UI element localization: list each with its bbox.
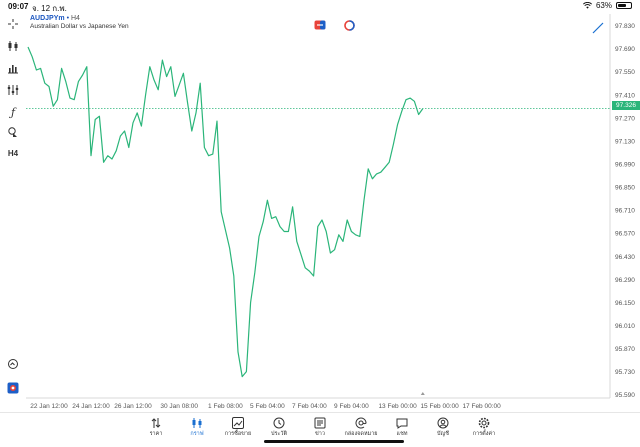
indicators-icon[interactable] — [4, 82, 22, 98]
nav-item-news[interactable]: ข่าว — [300, 416, 340, 438]
time-tick-label: 5 Feb 04:00 — [250, 403, 285, 410]
nav-item-label: แชท — [396, 431, 408, 437]
time-tick-label: 13 Feb 00:00 — [378, 403, 417, 410]
price-tick-label: 96.010 — [615, 323, 635, 330]
bar-chart-icon[interactable] — [4, 60, 22, 76]
price-tick-label: 97.270 — [615, 115, 635, 122]
nav-item-settings[interactable]: การตั้งค่า — [464, 416, 504, 438]
wifi-icon — [582, 2, 592, 9]
price-tick-label: 96.710 — [615, 208, 635, 215]
history-icon — [259, 416, 299, 430]
current-price-label: 97.326 — [612, 101, 640, 110]
battery-fill — [618, 4, 626, 7]
quotes-icon — [136, 416, 176, 430]
function-icon[interactable]: ƒ — [10, 105, 16, 119]
chart-icon — [177, 416, 217, 430]
price-tick-label: 96.290 — [615, 277, 635, 284]
symbol-description: Australian Dollar vs Japanese Yen — [30, 23, 129, 30]
nav-item-label: กล่องจดหมาย — [344, 431, 378, 437]
zoom-icon[interactable] — [4, 356, 22, 372]
symbol-timeframe: H4 — [70, 15, 80, 22]
account-icon — [423, 416, 463, 430]
price-tick-label: 97.830 — [615, 23, 635, 30]
price-tick-label: 96.850 — [615, 185, 635, 192]
nav-item-mailbox[interactable]: กล่องจดหมาย — [341, 416, 381, 438]
signal-icon[interactable] — [344, 20, 355, 31]
battery-percent: 63% — [595, 1, 612, 10]
nav-item-quotes[interactable]: ราคา — [136, 416, 176, 438]
drawing-tools-icon[interactable] — [4, 124, 22, 140]
price-tick-label: 96.150 — [615, 300, 635, 307]
nav-item-history[interactable]: ประวัติ — [259, 416, 299, 438]
price-tick-label: 96.990 — [615, 161, 635, 168]
settings-icon — [464, 416, 504, 430]
time-tick-label: 7 Feb 04:00 — [292, 403, 327, 410]
symbol-separator: • — [66, 15, 70, 22]
price-tick-label: 97.130 — [615, 138, 635, 145]
nav-item-label: กราฟ — [190, 431, 204, 437]
candles-icon[interactable] — [4, 38, 22, 54]
time-tick-label: 17 Feb 00:00 — [462, 403, 501, 410]
price-tick-label: 97.550 — [615, 69, 635, 76]
battery-icon — [616, 2, 632, 9]
status-time: 09:07 — [8, 2, 29, 11]
price-tick-label: 97.690 — [615, 46, 635, 53]
left-toolbar: ƒ H4 — [0, 14, 26, 410]
time-tick-label: 24 Jan 12:00 — [72, 403, 110, 410]
price-tick-label: 96.570 — [615, 231, 635, 238]
time-tick-label: 30 Jan 08:00 — [160, 403, 198, 410]
price-tick-label: 95.870 — [615, 346, 635, 353]
time-tick-label: 22 Jan 12:00 — [30, 403, 68, 410]
trendline-icon[interactable] — [592, 22, 604, 34]
chart-top-icons — [314, 20, 355, 31]
chart-shift-marker — [420, 392, 425, 395]
nav-item-label: บัญชี — [437, 431, 449, 437]
status-right: 63% — [582, 1, 632, 10]
nav-item-chart[interactable]: กราฟ — [177, 416, 217, 438]
price-tick-label: 95.590 — [615, 392, 635, 399]
price-tick-label: 95.730 — [615, 369, 635, 376]
nav-item-trade[interactable]: การซื้อขาย — [218, 416, 258, 438]
status-bar: 09:07 จ. 12 ก.พ. 63% — [0, 0, 640, 14]
symbol-name: AUDJPYm — [30, 15, 65, 22]
price-tick-label: 97.410 — [615, 92, 635, 99]
trade-icon — [218, 416, 258, 430]
nav-item-chat[interactable]: แชท — [382, 416, 422, 438]
timeframe-button[interactable]: H4 — [7, 148, 19, 158]
home-indicator — [264, 440, 404, 443]
one-click-trading-icon[interactable] — [314, 20, 326, 30]
nav-item-label: การตั้งค่า — [472, 431, 496, 437]
nav-item-label: ประวัติ — [270, 431, 288, 437]
nav-item-label: ข่าว — [315, 431, 325, 437]
chat-icon — [382, 416, 422, 430]
nav-item-label: การซื้อขาย — [224, 431, 252, 437]
news-icon — [300, 416, 340, 430]
crosshair-icon[interactable] — [4, 16, 22, 32]
time-tick-label: 1 Feb 08:00 — [208, 403, 243, 410]
time-tick-label: 9 Feb 04:00 — [334, 403, 369, 410]
time-tick-label: 15 Feb 00:00 — [420, 403, 459, 410]
mailbox-icon — [341, 416, 381, 430]
price-series-line — [27, 46, 424, 378]
time-tick-label: 26 Jan 12:00 — [114, 403, 152, 410]
price-chart[interactable]: 97.830 97.690 97.550 97.410 97.270 97.130 96.9… — [26, 14, 640, 410]
logo-icon[interactable] — [4, 380, 22, 396]
price-tick-label: 96.430 — [615, 254, 635, 261]
chart-header: AUDJPYm • H4 Australian Dollar vs Japane… — [30, 15, 129, 30]
symbol-line[interactable]: AUDJPYm • H4 — [30, 15, 129, 22]
nav-item-label: ราคา — [149, 431, 163, 437]
status-date: จ. 12 ก.พ. — [32, 4, 67, 13]
nav-item-account[interactable]: บัญชี — [423, 416, 463, 438]
